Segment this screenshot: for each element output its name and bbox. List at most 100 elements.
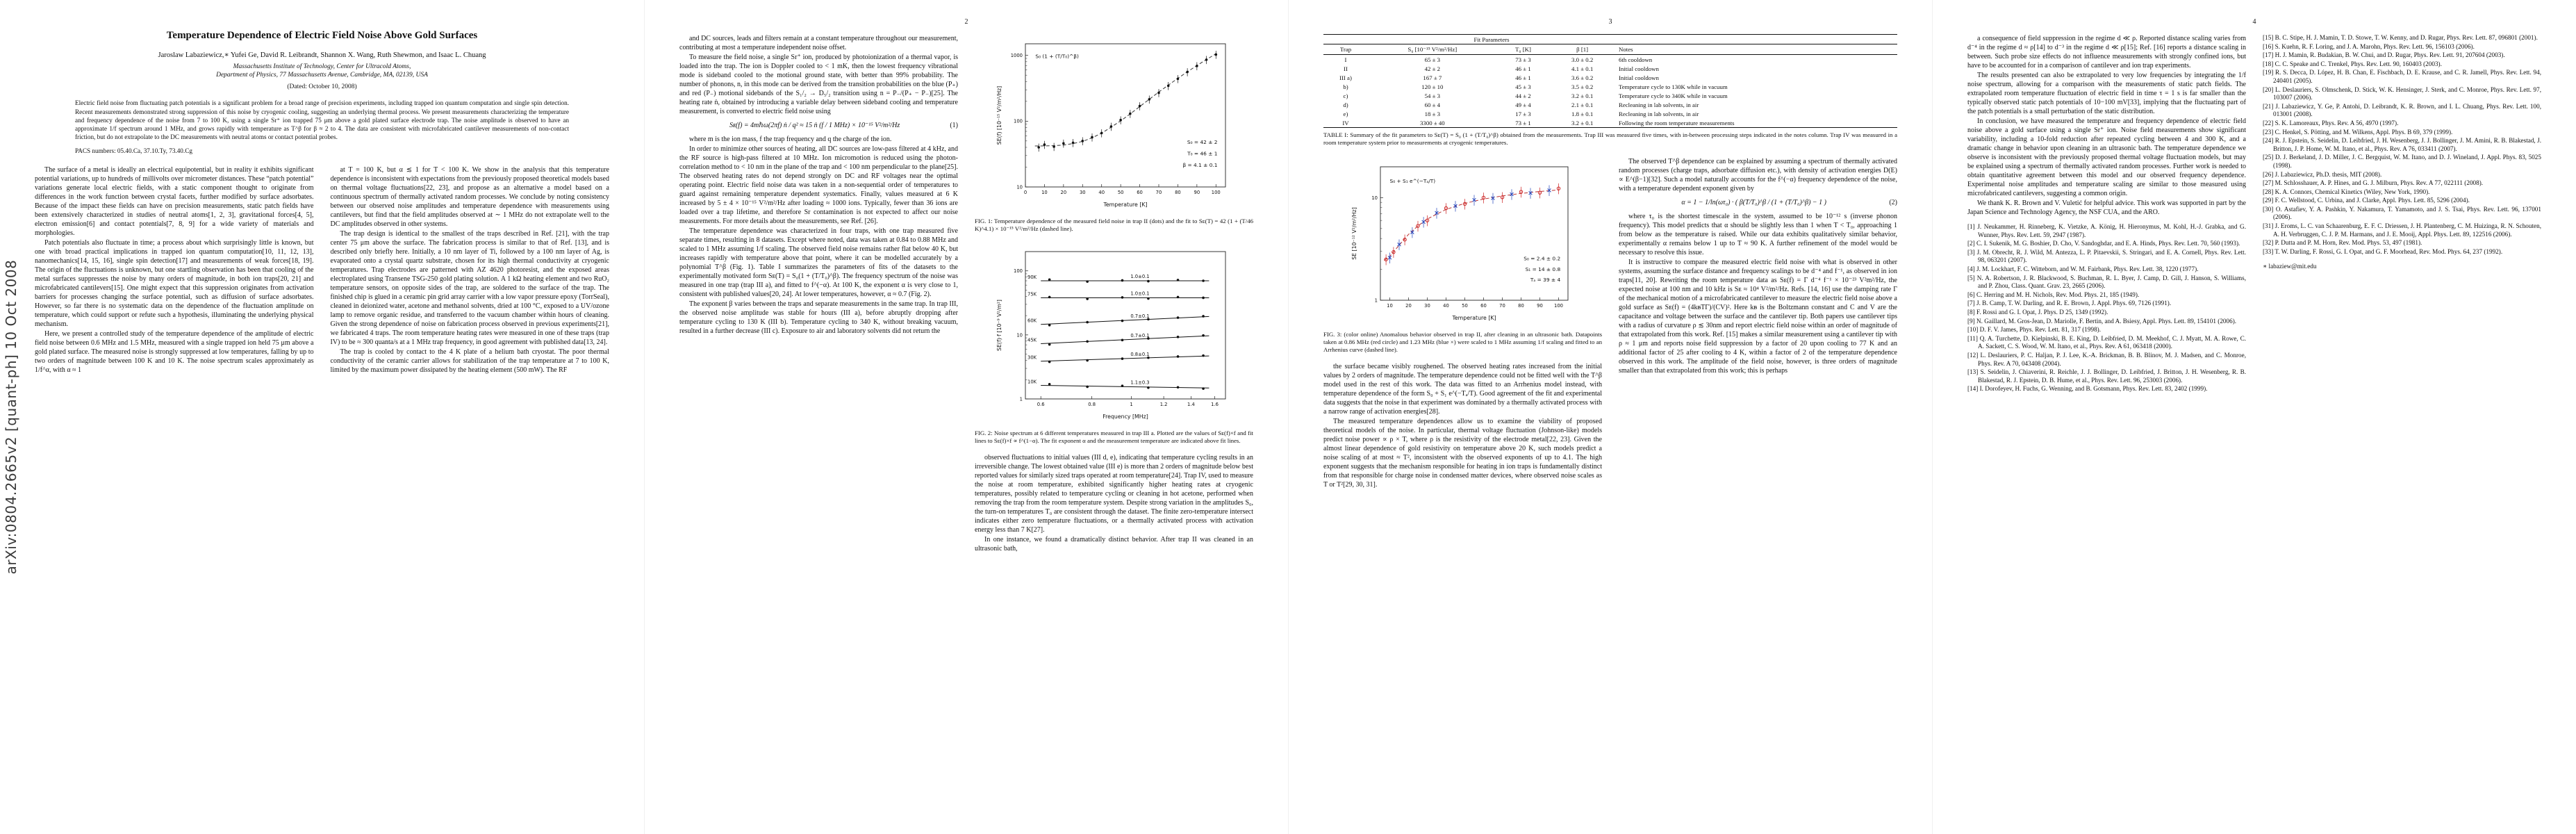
cell-s0: 3300 ± 40 [1420,119,1445,126]
cell-beta: 3.0 ± 0.2 [1571,56,1594,63]
col-header-s0: S₀ [10⁻¹⁵ V²/m²/Hz] [1367,44,1497,55]
paragraph: The results presented can also be extrap… [1967,72,2246,115]
cell-trap: d) [1343,101,1348,108]
paragraph: The surface of a metal is ideally an ele… [35,166,314,238]
svg-text:S₀ (1 + (T/T₀)^β): S₀ (1 + (T/T₀)^β) [1035,54,1079,60]
cell-notes: Recleaning in lab solvents, in air [1619,110,1699,117]
svg-text:100: 100 [1014,119,1023,124]
fig2-chart: 0.6 0.8 1 1.2 1.4 1.6 1 10 100 Frequency [MHz] SE(… [996,251,1225,420]
paragraph: where m is the ion mass, f the trap freq… [689,136,892,143]
svg-text:80: 80 [1518,303,1524,309]
page1-col1-text: The surface of a metal is ideally an ele… [35,165,314,375]
svg-text:60: 60 [1137,190,1143,195]
reference-item: [1] J. Neukammer, H. Rinneberg, K. Vietz… [1967,223,2246,238]
authors-line: Jaroslaw Labaziewicz,∗ Yufei Ge, David R… [158,51,486,59]
page-3: 3 Fit Parameters Trap S₀ [10⁻¹⁵ V²/m²/Hz… [1288,0,1932,834]
svg-text:SE [10⁻¹² V²/m²/Hz]: SE [10⁻¹² V²/m²/Hz] [1351,207,1357,260]
reference-item: [11] Q. A. Turchette, D. Kielpinski, B. … [1967,334,2246,350]
cell-trap: e) [1343,110,1348,117]
page2-col2: 0 10 20 30 40 50 60 70 80 90 100 10 100 1000 Temperatu… [975,34,1253,554]
svg-text:90: 90 [1537,303,1543,309]
cell-trap: c) [1343,92,1348,99]
svg-text:S₀ = 2.4 ± 0.2: S₀ = 2.4 ± 0.2 [1524,255,1560,261]
table-row: IV 3300 ± 40 73 ± 1 3.2 ± 0.1 Following … [1323,118,1897,128]
equation-1-body: Sᴇ(f) = 4mℏω(2πf) ṅ / q² ≈ 15 ṅ (f / 1 M… [729,122,900,129]
cell-trap: b) [1343,83,1348,90]
svg-text:30: 30 [1424,303,1430,309]
reference-item: [33] T. W. Darling, F. Rossi, G. I. Opat… [2263,247,2503,255]
reference-item: [6] C. Herring and M. H. Nichols, Rev. M… [1967,291,2140,298]
paragraph: the surface became visibly roughened. Th… [1323,363,1602,416]
page4-col1-text: a consequence of field suppression in th… [1967,34,2246,217]
cell-notes: Following the room temperature measureme… [1619,119,1735,126]
reference-item: [32] P. Dutta and P. M. Horn, Rev. Mod. … [2263,239,2422,247]
cell-s0: 54 ± 3 [1424,92,1441,99]
svg-text:50: 50 [1462,303,1468,309]
svg-text:100: 100 [1014,268,1023,274]
svg-text:75K: 75K [1027,291,1037,297]
table-1: Fit Parameters Trap S₀ [10⁻¹⁵ V²/m²/Hz] … [1323,34,1897,147]
paragraph: In one instance, we found a dramatically… [975,536,1253,553]
paragraph: The temperature dependence was character… [679,227,958,298]
figure-2: 0.6 0.8 1 1.2 1.4 1.6 1 10 100 Frequency [MHz] SE(… [975,242,1253,424]
svg-text:90K: 90K [1027,275,1037,280]
svg-text:1: 1 [1374,297,1377,303]
paragraph: The trap is cooled by contact to the 4 K… [330,348,610,375]
svg-text:1.4: 1.4 [1187,402,1195,407]
cell-s0: 60 ± 4 [1424,101,1441,108]
equation-1: Sᴇ(f) = 4mℏω(2πf) ṅ / q² ≈ 15 ṅ (f / 1 M… [679,121,958,130]
svg-text:10: 10 [1371,195,1378,200]
reference-item: [12] L. Deslauriers, P. C. Haljan, P. J.… [1967,351,2246,367]
cell-trap: III a) [1339,74,1352,81]
page-number: 2 [964,18,968,26]
svg-text:0.8±0.1: 0.8±0.1 [1130,351,1149,357]
svg-text:1: 1 [1130,402,1132,407]
reference-item: [23] C. Henkel, S. Pötting, and M. Wilke… [2263,128,2453,136]
paragraph: The measured temperature dependences all… [1323,418,1602,489]
svg-text:60K: 60K [1027,318,1037,323]
col-header-t0: T₀ [K] [1496,44,1550,55]
email-footnote: ∗ labaziew@mit.edu [2263,263,2317,270]
svg-text:T₀ = 46 ± 1: T₀ = 46 ± 1 [1187,151,1218,157]
table-row: I 65 ± 3 73 ± 3 3.0 ± 0.2 6th cooldown [1323,55,1897,65]
reference-item: [3] J. M. Obrecht, R. J. Wild, M. Antezz… [1967,248,2246,264]
reference-item: [22] S. K. Lamoreaux, Phys. Rev. A 56, 4… [2263,119,2399,126]
reference-item: [19] R. S. Decca, D. López, H. B. Chan, … [2263,69,2541,84]
svg-text:10: 10 [1016,184,1023,190]
reference-item: [31] J. Eroms, L. C. van Schaarenburg, E… [2263,222,2541,238]
reference-item: [4] J. M. Lockhart, F. C. Witteborn, and… [1967,265,2199,272]
fit-parameters-table: Fit Parameters Trap S₀ [10⁻¹⁵ V²/m²/Hz] … [1323,34,1897,128]
cell-beta: 2.1 ± 0.1 [1571,101,1594,108]
reference-item: [15] B. C. Stipe, H. J. Mamin, T. D. Sto… [2263,34,2538,41]
reference-item: [13] S. Seidelin, J. Chiaverini, R. Reic… [1967,368,2246,384]
cell-notes: Temperature cycle to 340K while in vacuu… [1619,92,1728,99]
svg-text:0.8: 0.8 [1088,402,1096,407]
cell-s0: 42 ± 2 [1424,65,1441,72]
paragraph: The exponent β varies between the traps … [679,300,958,335]
svg-text:SE(f)·f [10⁻⁹ V²/m²]: SE(f)·f [10⁻⁹ V²/m²] [996,300,1002,351]
svg-text:0.6: 0.6 [1037,402,1044,407]
svg-text:Frequency [MHz]: Frequency [MHz] [1103,414,1148,420]
svg-text:70: 70 [1155,190,1162,195]
svg-text:40: 40 [1098,190,1105,195]
svg-text:100: 100 [1554,303,1563,309]
svg-text:10K: 10K [1027,379,1037,384]
svg-text:100: 100 [1211,190,1220,195]
col-header-beta: β [1] [1549,44,1615,55]
cell-s0: 18 ± 3 [1424,110,1441,117]
cell-s0: 65 ± 3 [1424,56,1441,63]
table-row: d) 60 ± 4 49 ± 4 2.1 ± 0.1 Recleaning in… [1323,100,1897,109]
paragraph: Here, we present a controlled study of t… [35,330,314,375]
reference-item: [27] M. Schlosshauer, A. P. Hines, and G… [2263,179,2484,187]
page-2: 2 and DC sources, leads and filters rema… [644,0,1288,834]
paragraph: In order to minimize other sources of he… [679,145,958,225]
cell-beta: 3.2 ± 0.1 [1571,92,1594,99]
reference-item: [20] L. Deslauriers, S. Olmschenk, D. St… [2263,85,2541,101]
equation-2-number: (2) [1889,198,1897,206]
equation-2-body: α = 1 − 1/ln(ωτ₀) · ( β(T/T₀)^β / (1 + (… [1681,198,1826,206]
table-row: III a) 167 ± 7 46 ± 1 3.6 ± 0.2 Initial … [1323,73,1897,82]
svg-text:30K: 30K [1027,354,1037,360]
svg-text:80: 80 [1175,190,1181,195]
